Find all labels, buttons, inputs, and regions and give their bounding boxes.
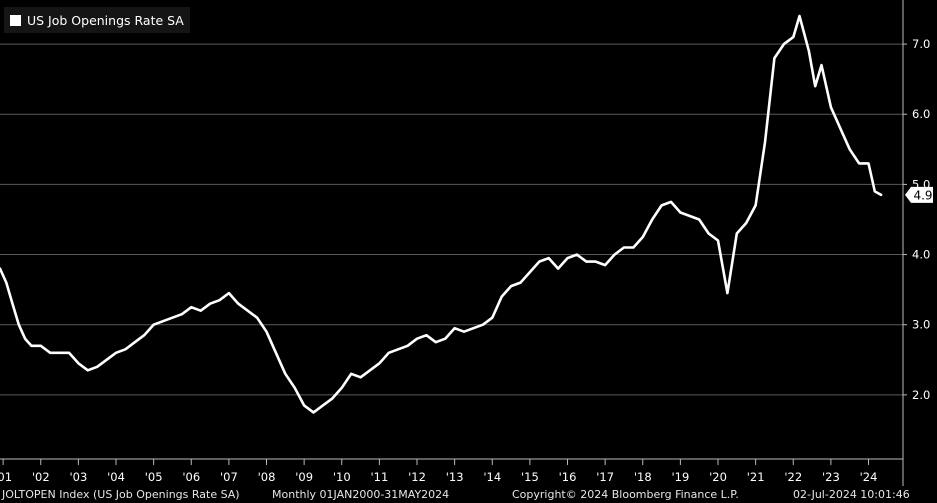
y-tick-label: 2.0 [912, 388, 930, 402]
x-tick-label: '10 [333, 470, 351, 484]
x-tick-label: '03 [69, 470, 87, 484]
line-chart: 2.03.04.05.06.07.0 '01'02'03'04'05'06'07… [0, 0, 933, 486]
last-value-label: 4.9 [913, 188, 932, 202]
x-tick-label: '20 [709, 470, 727, 484]
y-axis-ticks: 2.03.04.05.06.07.0 [903, 37, 930, 402]
x-tick-label: '09 [295, 470, 313, 484]
x-tick-label: '04 [107, 470, 125, 484]
x-tick-label: '07 [220, 470, 238, 484]
y-tick-label: 4.0 [912, 248, 930, 262]
x-tick-label: '22 [784, 470, 802, 484]
x-tick-label: '24 [860, 470, 878, 484]
x-tick-label: '18 [634, 470, 652, 484]
y-tick-label: 3.0 [912, 318, 930, 332]
chart-footer: JOLTOPEN Index (US Job Openings Rate SA)… [0, 486, 937, 503]
legend-label: US Job Openings Rate SA [27, 12, 184, 28]
last-value-badge: 4.9 [905, 186, 933, 203]
x-tick-label: '01 [0, 470, 12, 484]
x-tick-label: '15 [521, 470, 539, 484]
y-tick-label: 7.0 [912, 37, 930, 51]
footer-copyright: Copyright© 2024 Bloomberg Finance L.P. [512, 488, 739, 501]
axes [0, 0, 904, 486]
last-value-box [905, 186, 933, 203]
x-tick-label: '05 [145, 470, 163, 484]
grid-lines [0, 43, 903, 396]
footer-index: JOLTOPEN Index (US Job Openings Rate SA) [2, 488, 240, 501]
x-tick-label: '23 [822, 470, 840, 484]
x-tick-label: '14 [483, 470, 501, 484]
chart-legend: US Job Openings Rate SA [4, 7, 190, 33]
last-value-marker: 4.9 [905, 186, 933, 203]
x-tick-label: '21 [747, 470, 765, 484]
series-line [0, 14, 883, 414]
x-tick-label: '06 [182, 470, 200, 484]
x-tick-label: '11 [370, 470, 388, 484]
footer-period: Monthly 01JAN2000-31MAY2024 [272, 488, 450, 501]
x-tick-label: '17 [596, 470, 614, 484]
legend-swatch [10, 14, 21, 26]
footer-timestamp: 02-Jul-2024 10:01:46 [793, 488, 910, 501]
x-tick-label: '16 [559, 470, 577, 484]
x-tick-label: '08 [258, 470, 276, 484]
x-tick-label: '02 [32, 470, 50, 484]
x-tick-label: '13 [446, 470, 464, 484]
y-tick-label: 6.0 [912, 107, 930, 121]
series-group [0, 14, 883, 414]
x-tick-label: '12 [408, 470, 426, 484]
x-tick-label: '19 [671, 470, 689, 484]
x-axis-ticks: '01 '02 '03 '04 '05 '06 '07 '08 '09 '10 '11 '12 '13 '… [0, 459, 877, 484]
